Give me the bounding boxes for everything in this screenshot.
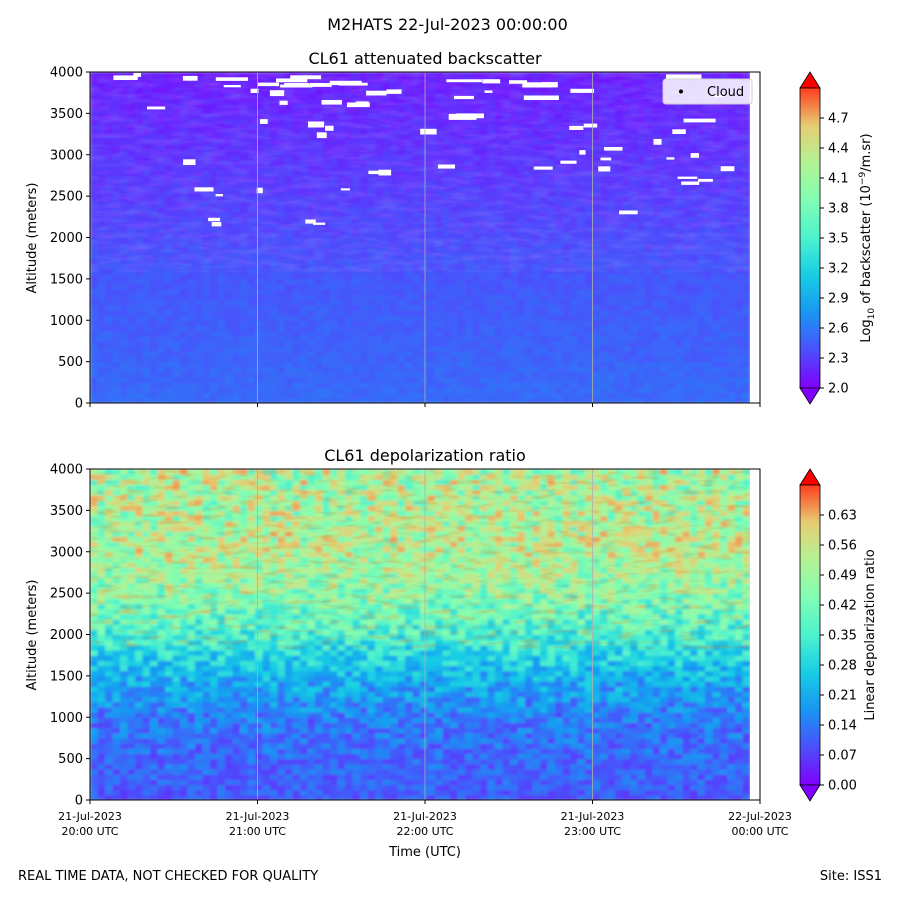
y-tick-label: 500: [58, 355, 83, 370]
y-tick-label: 2500: [50, 190, 83, 205]
backscatter-colorbar: 2.0 2.3 2.6 2.9 3.2 3.5 3.8 4.1 4.4 4.7 Log10 of …: [799, 71, 877, 405]
depolarization-title: CL61 depolarization ratio: [324, 446, 526, 465]
x-tick-label-time: 23:00 UTC: [564, 825, 621, 838]
backscatter-heatmap: [90, 72, 750, 403]
y-tick-label: 2500: [50, 587, 83, 602]
x-tick-label-date: 21-Jul-2023: [58, 810, 122, 823]
y-tick-label: 1500: [50, 272, 83, 287]
backscatter-gridlines: [257, 72, 593, 403]
legend-label-cloud: Cloud: [707, 85, 744, 100]
depolarization-ylabel: Altitude (meters): [25, 580, 40, 691]
y-tick-label: 4000: [50, 463, 83, 478]
y-tick-label: 1000: [50, 314, 83, 329]
x-tick-label-time: 20:00 UTC: [61, 825, 118, 838]
suptitle: M2HATS 22-Jul-2023 00:00:00: [327, 15, 568, 34]
y-tick-label: 1500: [50, 669, 83, 684]
colorbar-tick-label: 4.4: [828, 142, 849, 157]
colorbar-tick-label: 0.00: [828, 779, 857, 794]
y-tick-label: 0: [75, 397, 83, 412]
backscatter-ylabel: Altitude (meters): [25, 183, 40, 294]
colorbar-tick-label: 3.8: [828, 202, 849, 217]
x-tick-label-time: 22:00 UTC: [396, 825, 453, 838]
colorbar-tick-label: 2.0: [828, 382, 849, 397]
y-tick-label: 2000: [50, 231, 83, 246]
y-tick-label: 3000: [50, 545, 83, 560]
y-tick-label: 2000: [50, 628, 83, 643]
colorbar-tick-label: 0.49: [828, 569, 857, 584]
colorbar-tick-label: 2.9: [828, 292, 849, 307]
footer-disclaimer: REAL TIME DATA, NOT CHECKED FOR QUALITY: [18, 869, 319, 884]
x-tick-label-date: 21-Jul-2023: [393, 810, 457, 823]
depolarization-gridlines: [257, 469, 593, 800]
colorbar-tick-label: 2.3: [828, 352, 849, 367]
colorbar-tick-label: 0.07: [828, 749, 857, 764]
colorbar-tick-label: 4.7: [828, 112, 849, 127]
depolarization-heatmap: [90, 469, 750, 800]
colorbar-tick-label: 0.42: [828, 599, 857, 614]
y-tick-label: 500: [58, 752, 83, 767]
depolarization-colorbar-label: Linear depolarization ratio: [863, 549, 878, 720]
x-tick-label-time: 21:00 UTC: [229, 825, 286, 838]
colorbar-tick-label: 0.21: [828, 689, 857, 704]
colorbar-tick-label: 3.2: [828, 262, 849, 277]
depolarization-x-ticks: 21-Jul-2023 20:00 UTC 21-Jul-2023 21:00 UTC…: [58, 800, 792, 838]
x-tick-label-date: 21-Jul-2023: [561, 810, 625, 823]
colorbar-tick-label: 2.6: [828, 322, 849, 337]
x-tick-label-date: 21-Jul-2023: [226, 810, 290, 823]
y-tick-label: 4000: [50, 66, 83, 81]
y-tick-label: 3000: [50, 148, 83, 163]
backscatter-colorbar-label: Log10 of backscatter (10−9/m.sr): [858, 133, 877, 342]
backscatter-panel: 0 500 1000 1500 2000 2500 3000 3500 4000 CL61 at…: [25, 49, 877, 412]
depolarization-colorbar: 0.00 0.07 0.14 0.21 0.28 0.35 0.42 0.49 0.56 0.63…: [799, 468, 878, 802]
x-tick-label-date: 22-Jul-2023: [728, 810, 792, 823]
depolarization-xlabel: Time (UTC): [388, 845, 461, 860]
colorbar-tick-label: 0.56: [828, 539, 857, 554]
colorbar-tick-label: 0.63: [828, 509, 857, 524]
colorbar-tick-label: 0.35: [828, 629, 857, 644]
y-tick-label: 3500: [50, 107, 83, 122]
legend[interactable]: Cloud: [662, 78, 753, 105]
x-tick-label-time: 00:00 UTC: [731, 825, 788, 838]
footer-site: Site: ISS1: [819, 869, 882, 884]
depolarization-y-ticks: 0 500 1000 1500 2000 2500 3000 3500 4000: [50, 463, 90, 809]
colorbar-tick-label: 0.28: [828, 659, 857, 674]
y-tick-label: 3500: [50, 504, 83, 519]
y-tick-label: 1000: [50, 711, 83, 726]
backscatter-title: CL61 attenuated backscatter: [308, 49, 542, 68]
y-tick-label: 0: [75, 794, 83, 809]
colorbar-tick-label: 0.14: [828, 719, 857, 734]
colorbar-tick-label: 3.5: [828, 232, 849, 247]
colorbar-tick-label: 4.1: [828, 172, 849, 187]
backscatter-y-ticks: 0 500 1000 1500 2000 2500 3000 3500 4000: [50, 66, 90, 412]
depolarization-panel: 0 500 1000 1500 2000 2500 3000 3500 4000 21-Jul-…: [25, 446, 878, 860]
cloud-marker-icon: [679, 89, 683, 94]
backscatter-x-ticks: [89, 403, 761, 407]
